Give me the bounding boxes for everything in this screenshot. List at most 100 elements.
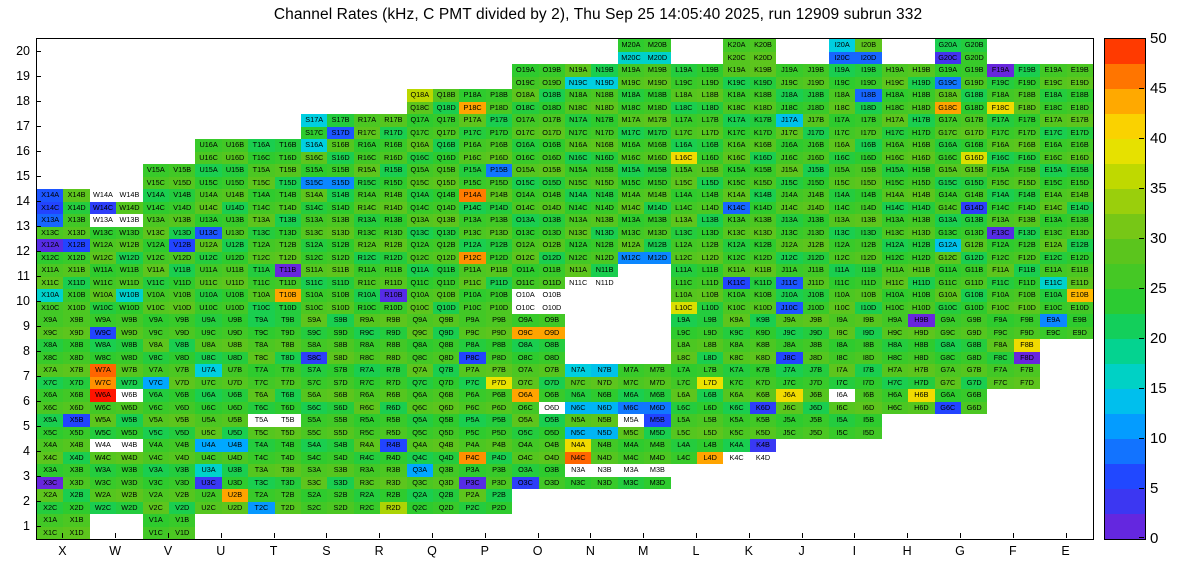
channel-cell: T16B (274, 139, 301, 152)
channel-cell: S17C (301, 126, 328, 139)
channel-cell: H6D (908, 401, 935, 414)
channel-cell: P8D (485, 351, 513, 364)
channel-cell: M17D (644, 126, 671, 139)
y-tick-label: 8 (23, 343, 30, 358)
channel-cell: R15C (353, 176, 381, 189)
channel-cell: U2D (221, 501, 249, 514)
channel-cell: N19C (565, 76, 592, 89)
channel-cell: X4A (37, 439, 64, 452)
channel-cell: Q2D (433, 501, 460, 514)
channel-cell: S2C (301, 501, 328, 514)
channel-cell: P13A (459, 214, 486, 227)
channel-cell: T6C (248, 401, 275, 414)
channel-cell: X10A (37, 289, 64, 302)
channel-cell: E12A (1040, 239, 1067, 252)
channel-cell: F19C (987, 76, 1014, 89)
channel-cell: R12C (353, 251, 381, 264)
channel-cell: J6A (776, 389, 803, 402)
channel-cell: X14D (63, 201, 90, 214)
channel-cell: Q8B (433, 339, 460, 352)
y-tick-label: 5 (23, 418, 30, 433)
channel-cell: S15B (327, 164, 354, 177)
channel-cell: M15B (644, 164, 671, 177)
channel-cell: N17B (591, 114, 618, 127)
channel-cell: L10B (697, 289, 724, 302)
channel-cell: F18B (1013, 89, 1041, 102)
channel-cell: L19A (670, 64, 697, 77)
channel-cell: W8C (89, 351, 117, 364)
channel-cell: X4D (63, 451, 90, 464)
channel-cell: F7B (1013, 364, 1041, 377)
channel-cell: T12D (274, 251, 301, 264)
channel-cell: Q4C (406, 451, 433, 464)
x-axis-tick (643, 533, 645, 538)
channel-cell: M3A (617, 464, 645, 477)
channel-cell: O12D (538, 251, 565, 264)
channel-cell: X13D (63, 226, 90, 239)
channel-cell: P11A (459, 264, 486, 277)
channel-cell: V3D (169, 476, 196, 489)
channel-cell: J9C (776, 326, 803, 339)
channel-cell: I9C (829, 326, 856, 339)
y-axis-tick (36, 500, 41, 502)
channel-cell: G13D (961, 226, 988, 239)
x-axis-tick (1065, 533, 1067, 538)
channel-cell: T6D (274, 401, 301, 414)
channel-cell: S13A (301, 214, 328, 227)
channel-cell: E19D (1066, 76, 1093, 89)
channel-cell: P6D (485, 401, 513, 414)
channel-cell: P3C (459, 476, 486, 489)
channel-cell: N5D (591, 426, 618, 439)
x-tick-label: P (480, 544, 489, 558)
channel-cell: W7D (116, 376, 143, 389)
colorbar-tick (1139, 238, 1144, 239)
channel-cell: U5B (221, 414, 249, 427)
channel-cell: O15C (512, 176, 539, 189)
channel-cell: F13D (1013, 226, 1041, 239)
y-tick-label: 12 (16, 243, 30, 258)
channel-cell: R13D (380, 226, 407, 239)
channel-cell: V4B (169, 439, 196, 452)
channel-cell: P4A (459, 439, 486, 452)
channel-cell: V12A (142, 239, 169, 252)
channel-cell: N4A (565, 439, 592, 452)
channel-cell: S10D (327, 301, 354, 314)
channel-cell: K4A (723, 439, 750, 452)
channel-cell: U4C (195, 451, 222, 464)
channel-cell: R2D (380, 501, 407, 514)
channel-cell: S2A (301, 489, 328, 502)
channel-cell: K9B (749, 314, 777, 327)
channel-cell: H14B (908, 189, 935, 202)
channel-cell: N3C (565, 476, 592, 489)
channel-cell: K11B (749, 264, 777, 277)
channel-cell: T16D (274, 151, 301, 164)
colorbar-segment (1105, 164, 1145, 189)
channel-cell: U9C (195, 326, 222, 339)
channel-cell: N17A (565, 114, 592, 127)
channel-cell: F14D (1013, 201, 1041, 214)
channel-cell: G12C (934, 251, 961, 264)
y-axis-tick (36, 225, 41, 227)
colorbar-tick (1139, 338, 1144, 339)
channel-cell: S3B (327, 464, 354, 477)
channel-cell: E15D (1066, 176, 1093, 189)
channel-cell: X1C (37, 526, 64, 539)
channel-cell: V12B (169, 239, 196, 252)
channel-cell: W4A (89, 439, 117, 452)
channel-cell: M13C (617, 226, 645, 239)
channel-cell: O19D (538, 76, 565, 89)
channel-cell: R5C (353, 426, 381, 439)
channel-cell: W3D (116, 476, 143, 489)
channel-cell: V14D (169, 201, 196, 214)
y-axis-tick (36, 300, 41, 302)
channel-cell: O7B (538, 364, 565, 377)
channel-cell: J18B (802, 89, 829, 102)
channel-cell: O19A (512, 64, 539, 77)
channel-cell: W14C (89, 201, 117, 214)
channel-cell: W13B (116, 214, 143, 227)
channel-cell: V1D (169, 526, 196, 539)
channel-cell: L4A (670, 439, 697, 452)
channel-cell: T5C (248, 426, 275, 439)
y-tick-label: 2 (23, 493, 30, 508)
channel-cell: K16B (749, 139, 777, 152)
